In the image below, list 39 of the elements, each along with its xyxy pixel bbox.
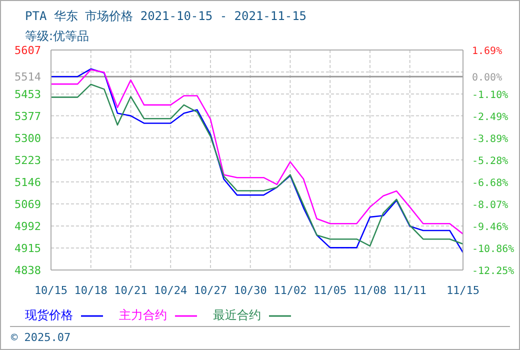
text: © 2025.07 <box>11 331 71 344</box>
x-tick-label: 11/11 <box>393 284 426 297</box>
y-tick-label: 5069 <box>14 198 41 211</box>
y-tick-label: 4915 <box>14 242 41 255</box>
legend-label: 主力合约 <box>119 307 167 324</box>
y2-tick-label: 1.69% <box>472 46 502 57</box>
y-tick-label: 5300 <box>14 132 41 145</box>
y-tick-label: 5453 <box>14 88 41 102</box>
y2-tick-label: -8.07% <box>472 200 508 212</box>
x-tick-label: 11/05 <box>314 284 347 297</box>
y2-tick-label: 0.00% <box>472 72 502 84</box>
y2-tick-label: -5.28% <box>472 156 508 167</box>
y-tick-label: 5223 <box>14 154 41 167</box>
y-tick-label: 4838 <box>14 264 41 277</box>
y2-tick-label: -10.86% <box>472 244 514 256</box>
y-tick-label: 5146 <box>14 176 41 189</box>
legend-label: 现货价格 <box>25 307 73 324</box>
y2-tick-label: -6.68% <box>472 178 508 190</box>
y2-tick-label: -12.25% <box>472 266 514 277</box>
y2-tick-label: -1.10% <box>472 90 508 102</box>
y-tick-label: 4992 <box>14 220 41 233</box>
x-tick-label: 10/30 <box>234 284 267 297</box>
y-tick-label: 5607 <box>14 44 41 57</box>
x-tick-label: 11/15 <box>446 284 480 297</box>
y2-tick-label: -3.89% <box>472 134 508 146</box>
legend-label: 最近合约 <box>213 307 261 324</box>
x-tick-label: 11/08 <box>353 284 387 297</box>
x-tick-label: 11/02 <box>274 284 307 297</box>
x-tick-label: 10/27 <box>194 284 228 297</box>
y-tick-label: 5377 <box>14 110 41 123</box>
x-tick-label: 10/24 <box>154 284 188 297</box>
chart-subtitle: 等级:优等品 <box>25 28 90 45</box>
y2-tick-label: -9.46% <box>472 222 508 233</box>
y-tick-label: 5514 <box>14 70 42 84</box>
x-tick-label: 10/21 <box>114 284 148 297</box>
x-tick-label: 10/18 <box>74 284 108 297</box>
x-tick-label: 10/15 <box>34 284 68 297</box>
chart-title: PTA 华东 市场价格 2021-10-15 - 2021-11-15 <box>25 8 307 25</box>
y2-tick-label: -2.49% <box>472 112 508 123</box>
